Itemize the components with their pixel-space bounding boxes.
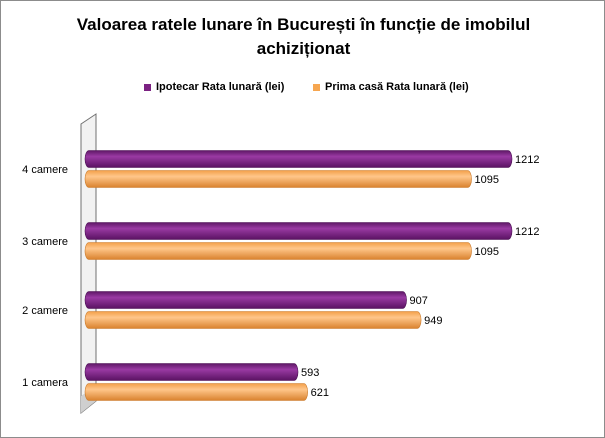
- legend-swatch-prima-casa: [313, 83, 320, 91]
- legend-label-ipotecar: Ipotecar Rata lunară (lei): [156, 81, 285, 93]
- data-label: 907: [410, 295, 428, 307]
- data-label: 1212: [515, 154, 539, 166]
- chart-title: Valoarea ratele lunare în București în f…: [76, 15, 531, 58]
- legend-swatch-ipotecar: [144, 83, 151, 91]
- bar-ipotecar: [84, 150, 513, 168]
- legend-item-prima-casa: Prima casă Rata lunară (lei): [313, 81, 469, 93]
- legend-item-ipotecar: Ipotecar Rata lunară (lei): [144, 81, 284, 93]
- data-label: 593: [301, 367, 319, 379]
- category-label: 3 camere: [22, 236, 68, 248]
- bar-ipotecar: [84, 363, 299, 381]
- bar-prima-casa: [84, 242, 472, 260]
- data-label: 1212: [515, 226, 539, 238]
- category-label: 2 camere: [22, 305, 68, 317]
- bar-ipotecar: [84, 291, 407, 309]
- bar-prima-casa: [84, 311, 422, 329]
- bar-prima-casa: [84, 170, 472, 188]
- bar-prima-casa: [84, 383, 308, 401]
- bar-ipotecar: [84, 222, 513, 240]
- data-label: 949: [424, 315, 442, 327]
- legend-label-prima-casa: Prima casă Rata lunară (lei): [325, 81, 469, 93]
- data-label: 621: [311, 387, 329, 399]
- data-label: 1095: [475, 174, 499, 186]
- category-label: 4 camere: [22, 164, 68, 176]
- category-label: 1 camera: [22, 377, 69, 389]
- data-label: 1095: [475, 246, 499, 258]
